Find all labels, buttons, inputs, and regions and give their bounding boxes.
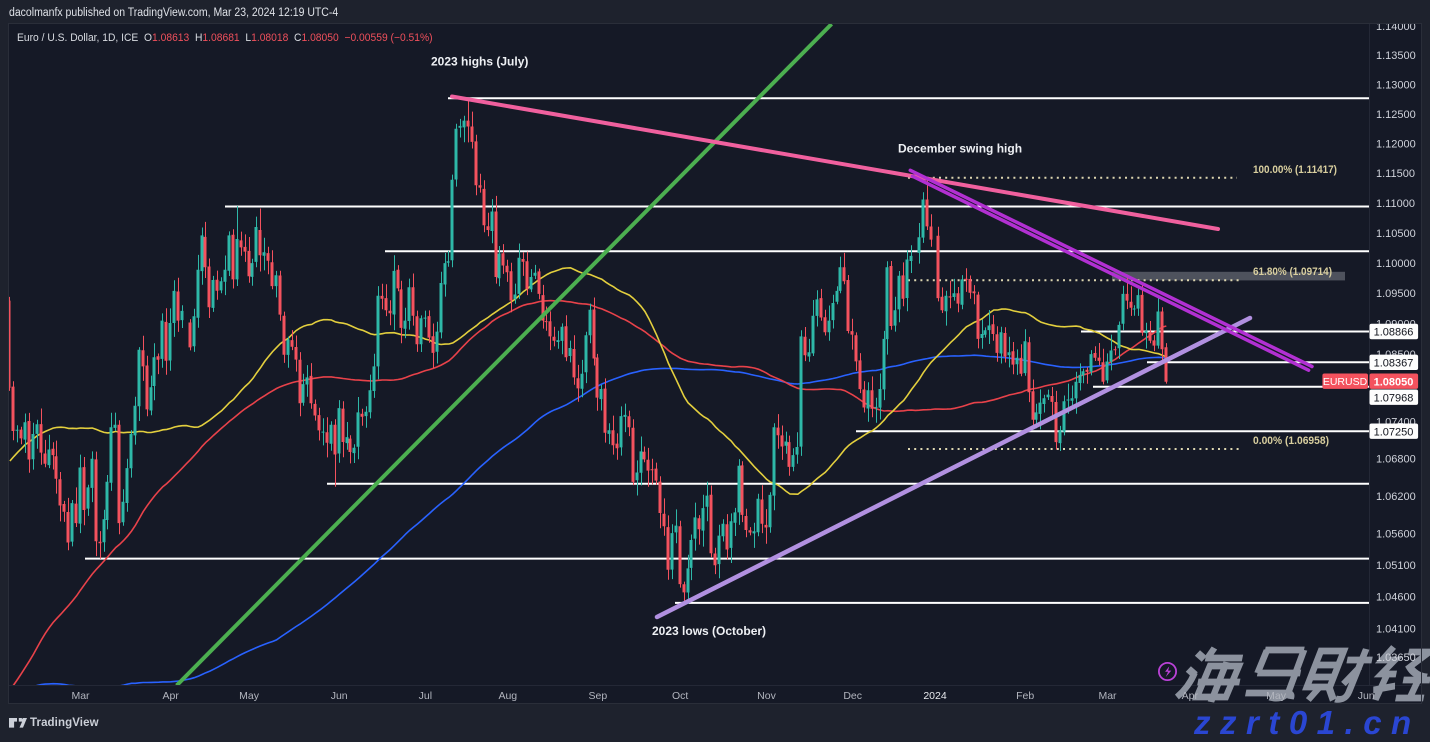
svg-text:December swing high: December swing high: [898, 141, 1022, 155]
svg-text:Feb: Feb: [1016, 690, 1034, 702]
svg-text:1.10000: 1.10000: [1376, 258, 1416, 270]
svg-text:Oct: Oct: [672, 690, 688, 702]
svg-text:1.14000: 1.14000: [1376, 24, 1416, 33]
svg-text:0.00% (1.06958): 0.00% (1.06958): [1253, 435, 1329, 447]
svg-text:1.09500: 1.09500: [1376, 288, 1416, 300]
svg-text:61.80% (1.09714): 61.80% (1.09714): [1253, 266, 1332, 278]
svg-text:Dec: Dec: [843, 690, 862, 702]
svg-text:1.13000: 1.13000: [1376, 80, 1416, 92]
svg-text:Aug: Aug: [498, 690, 517, 702]
svg-text:1.12500: 1.12500: [1376, 109, 1416, 121]
svg-text:1.03650: 1.03650: [1376, 652, 1416, 664]
svg-text:Apr: Apr: [1182, 690, 1199, 702]
svg-text:1.06800: 1.06800: [1376, 454, 1416, 466]
svg-text:Sep: Sep: [589, 690, 608, 702]
svg-text:Jun: Jun: [331, 690, 348, 702]
svg-text:Jul: Jul: [419, 690, 432, 702]
svg-text:Jun: Jun: [1358, 690, 1375, 702]
svg-text:2023 lows (October): 2023 lows (October): [652, 624, 766, 638]
svg-text:May: May: [1266, 690, 1287, 702]
svg-text:1.10500: 1.10500: [1376, 228, 1416, 240]
svg-text:1.11000: 1.11000: [1376, 198, 1415, 210]
svg-text:1.11500: 1.11500: [1376, 168, 1415, 180]
svg-text:Nov: Nov: [757, 690, 776, 702]
svg-text:May: May: [239, 690, 260, 702]
svg-text:1.13500: 1.13500: [1376, 50, 1416, 62]
svg-text:1.06200: 1.06200: [1376, 491, 1416, 503]
svg-text:1.12000: 1.12000: [1376, 138, 1416, 150]
svg-text:1.04600: 1.04600: [1376, 592, 1416, 604]
svg-text:1.07968: 1.07968: [1374, 392, 1414, 404]
svg-text:Mar: Mar: [71, 690, 90, 702]
svg-text:2024: 2024: [923, 690, 947, 702]
svg-text:1.07250: 1.07250: [1374, 426, 1414, 438]
svg-text:Mar: Mar: [1098, 690, 1117, 702]
svg-text:Apr: Apr: [163, 690, 180, 702]
svg-text:1.08050: 1.08050: [1374, 376, 1414, 388]
svg-text:2023 highs (July): 2023 highs (July): [431, 55, 528, 69]
svg-text:1.05600: 1.05600: [1376, 529, 1416, 541]
svg-text:1.08866: 1.08866: [1374, 327, 1414, 339]
svg-text:1.04100: 1.04100: [1376, 623, 1416, 635]
svg-text:EURUSD: EURUSD: [1323, 376, 1368, 388]
svg-text:100.00% (1.11417): 100.00% (1.11417): [1253, 164, 1337, 176]
svg-text:1.08367: 1.08367: [1374, 358, 1414, 370]
svg-text:1.05100: 1.05100: [1376, 560, 1416, 572]
